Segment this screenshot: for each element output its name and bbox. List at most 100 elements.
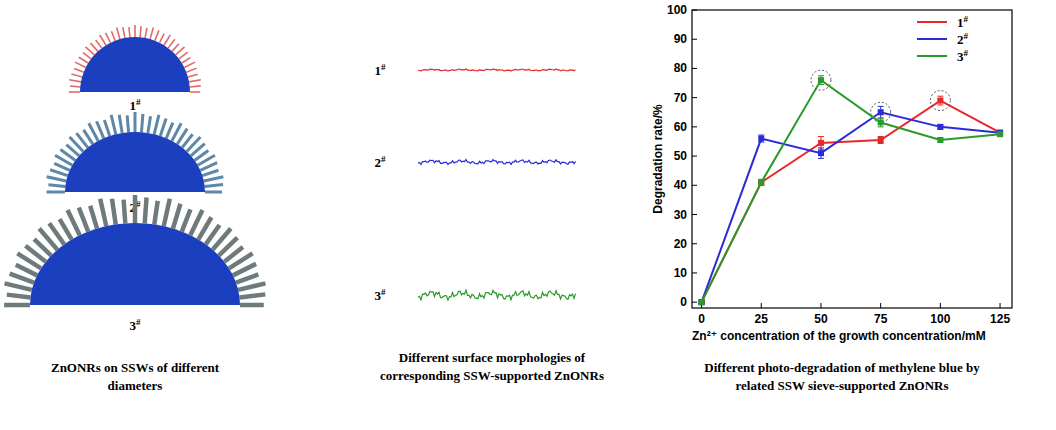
x-tick-label: 100 — [930, 312, 950, 326]
nanorod — [182, 58, 191, 63]
y-tick — [692, 10, 697, 11]
nanorod — [100, 199, 106, 226]
nanorod — [184, 62, 195, 67]
nanorod — [140, 26, 141, 37]
nanorod — [48, 185, 65, 187]
x-tick-label: 25 — [755, 312, 769, 326]
data-point — [937, 124, 943, 130]
nanorod — [238, 283, 265, 290]
nanorod — [134, 25, 136, 37]
nanorod — [141, 114, 142, 132]
x-tick — [940, 303, 941, 308]
nanorod — [106, 33, 111, 43]
x-axis-title: Zn²⁺ concentration of the growth concent… — [692, 329, 986, 343]
nanorod — [79, 57, 88, 63]
y-axis-title: Degradation rate/% — [651, 104, 665, 214]
y-tick-label: 30 — [674, 208, 688, 222]
nanorod — [69, 91, 80, 93]
series-line — [702, 80, 1001, 302]
y-tick — [692, 126, 697, 127]
data-point — [937, 98, 943, 104]
nanorod — [90, 206, 97, 229]
error-bar — [937, 96, 943, 105]
nanorod — [148, 116, 151, 133]
x-tick — [820, 303, 821, 308]
y-tick — [692, 243, 697, 244]
data-point — [818, 140, 824, 146]
legend-swatch — [917, 38, 947, 40]
x-tick-label: 0 — [698, 312, 705, 326]
data-point — [818, 150, 824, 156]
nanorod — [69, 80, 81, 82]
data-point — [699, 299, 705, 305]
x-tick-label: 50 — [814, 312, 828, 326]
y-tick — [692, 272, 697, 273]
plot-frame — [692, 10, 1012, 308]
nanorod — [204, 177, 224, 181]
nanorod — [186, 68, 196, 72]
error-bar — [758, 179, 764, 185]
nanorod — [111, 115, 116, 134]
data-point — [997, 131, 1003, 137]
error-bar — [758, 179, 764, 185]
peak-highlight — [930, 91, 950, 111]
nanorod — [47, 177, 67, 181]
nanorod — [164, 35, 170, 45]
x-tick-label: 75 — [874, 312, 888, 326]
nanorod — [133, 195, 138, 223]
item-label: 1# — [374, 62, 386, 78]
surface-profile — [418, 160, 576, 165]
x-tick-label: 125 — [990, 312, 1010, 326]
y-tick — [692, 214, 697, 215]
y-tick-label: 10 — [674, 266, 688, 280]
nanorod — [7, 295, 31, 298]
nanorod — [90, 43, 97, 51]
nanorod — [127, 115, 128, 132]
nanorod — [112, 199, 116, 225]
data-point — [699, 299, 705, 305]
y-tick-label: 80 — [674, 61, 688, 75]
nanorod — [50, 170, 68, 176]
nanorod — [155, 30, 159, 40]
y-tick — [692, 97, 697, 98]
wire-section — [30, 223, 240, 305]
nanorod — [206, 225, 220, 244]
item-label: 3# — [374, 287, 386, 303]
plot-area — [699, 70, 1004, 305]
legend-label: 3# — [957, 48, 969, 64]
nanorod — [202, 170, 218, 175]
chart-title: Different photo-degradation of methylene… — [704, 360, 980, 393]
series-line — [702, 112, 1001, 302]
nanorod — [168, 39, 175, 48]
y-tick — [692, 68, 697, 69]
y-tick-label: 90 — [674, 32, 688, 46]
error-bar — [818, 148, 824, 159]
nanorod — [164, 199, 170, 226]
nanorod — [4, 303, 30, 308]
nanorod — [119, 115, 122, 133]
x-tick — [1000, 303, 1001, 308]
legend-label: 1# — [957, 14, 969, 30]
legend-swatch — [917, 55, 947, 57]
nanorod — [16, 265, 37, 276]
nanorod — [172, 44, 179, 52]
nanorod — [10, 274, 34, 283]
nanorod — [70, 85, 80, 88]
y-tick-label: 40 — [674, 178, 688, 192]
legend-swatch — [917, 21, 947, 23]
nanorod — [145, 198, 147, 224]
y-tick-label: 50 — [674, 149, 688, 163]
nanorod — [188, 74, 198, 77]
error-bar — [758, 135, 764, 142]
nanorod — [240, 303, 264, 308]
y-tick — [692, 302, 697, 303]
nanorod — [182, 209, 191, 231]
x-tick — [880, 303, 881, 308]
nanorod — [47, 191, 66, 194]
error-bar — [878, 106, 884, 118]
nanorod — [54, 163, 69, 170]
y-tick-label: 70 — [674, 91, 688, 105]
nanorod — [198, 217, 211, 239]
data-point — [818, 77, 824, 83]
nanorod — [172, 123, 181, 141]
